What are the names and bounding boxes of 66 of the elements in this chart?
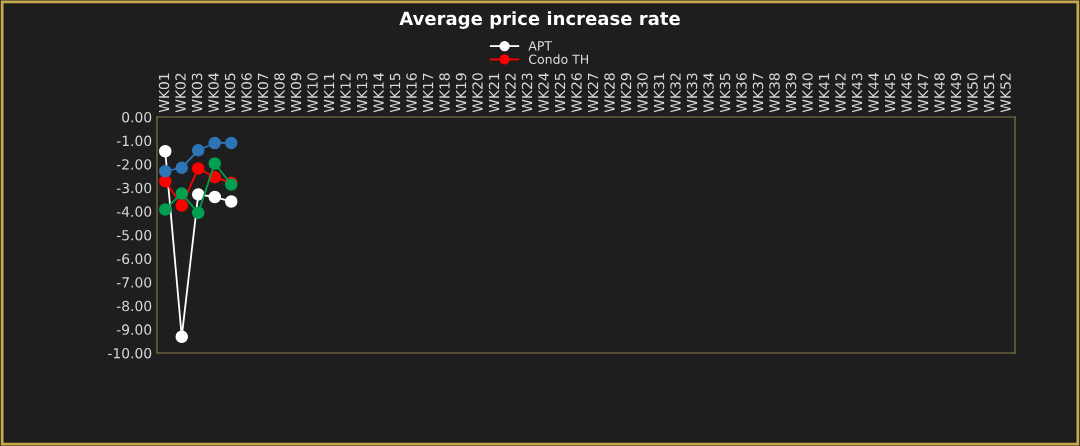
x-tick-label: WK03 [191, 73, 203, 113]
x-tick-label: WK02 [175, 73, 186, 113]
x-tick-label: WK09 [290, 73, 302, 113]
x-tick-label: WK32 [670, 73, 681, 113]
y-tick-label: -5.00 [116, 229, 152, 241]
x-tick-label: WK28 [604, 73, 615, 113]
x-tick-label: WK47 [917, 73, 929, 113]
x-tick-label: WK22 [505, 73, 516, 113]
x-tick-label: WK16 [406, 73, 417, 113]
x-tick-label: WK10 [307, 73, 318, 113]
x-tick-label: WK33 [686, 73, 698, 113]
y-tick-label: -3.00 [116, 182, 152, 194]
x-tick-label: WK20 [472, 73, 483, 113]
legend-label: Condo TH [529, 54, 588, 64]
y-tick-label: -10.00 [108, 347, 152, 359]
y-tick-label: -6.00 [116, 253, 152, 265]
x-tick-label: WK08 [274, 73, 285, 113]
x-tick-label: WK52 [1000, 73, 1011, 113]
x-tick-label: WK39 [785, 73, 797, 113]
x-tick-label: WK45 [884, 73, 896, 113]
y-tick-label: -7.00 [116, 277, 152, 288]
x-tick-label: WK49 [950, 73, 962, 113]
x-tick-label: WK15 [389, 73, 401, 113]
x-tick-label: WK06 [241, 73, 252, 113]
x-tick-label: WK23 [521, 73, 533, 113]
y-tick-label: -8.00 [116, 300, 152, 312]
x-tick-label: WK48 [934, 73, 945, 113]
x-tick-label: WK50 [967, 73, 978, 113]
y-tick-label: -2.00 [116, 159, 152, 170]
x-tick-label: WK25 [554, 73, 566, 113]
x-tick-label: WK17 [422, 73, 434, 113]
x-tick-label: WK41 [818, 73, 830, 113]
x-tick-label: WK37 [752, 73, 764, 113]
x-tick-label: WK38 [769, 73, 780, 113]
x-tick-label: WK12 [340, 73, 351, 113]
x-tick-label: WK44 [868, 73, 879, 113]
x-tick-label: WK46 [901, 73, 912, 113]
x-tick-label: WK13 [356, 73, 368, 113]
x-tick-label: WK30 [637, 73, 648, 113]
x-tick-label: WK11 [323, 73, 335, 113]
x-tick-label: WK05 [224, 73, 236, 113]
x-tick-label: WK42 [835, 73, 846, 113]
x-tick-label: WK36 [736, 73, 747, 113]
x-tick-label: WK26 [571, 73, 582, 113]
y-tick-label: 0.00 [122, 111, 152, 123]
x-tick-label: WK51 [983, 73, 995, 113]
x-tick-label: WK01 [158, 73, 170, 113]
x-tick-label: WK24 [538, 73, 549, 113]
x-tick-label: WK43 [851, 73, 863, 113]
y-tick-label: -9.00 [116, 324, 152, 335]
x-tick-label: WK27 [587, 73, 599, 113]
x-tick-label: WK14 [373, 73, 384, 113]
x-tick-label: WK21 [488, 73, 500, 113]
x-tick-label: WK34 [703, 73, 714, 113]
x-tick-label: WK29 [620, 73, 632, 113]
y-tick-label: -4.00 [116, 206, 152, 217]
x-tick-label: WK18 [439, 73, 450, 113]
x-tick-label: WK04 [208, 73, 219, 113]
x-tick-label: WK07 [257, 73, 269, 113]
x-tick-label: WK19 [455, 73, 467, 113]
x-tick-label: WK31 [653, 73, 665, 113]
legend-label: APT [528, 41, 553, 51]
y-tick-label: -1.00 [116, 135, 152, 147]
chart-title: Average price increase rate [399, 11, 680, 29]
x-tick-label: WK35 [719, 73, 731, 113]
x-tick-label: WK40 [802, 73, 813, 113]
